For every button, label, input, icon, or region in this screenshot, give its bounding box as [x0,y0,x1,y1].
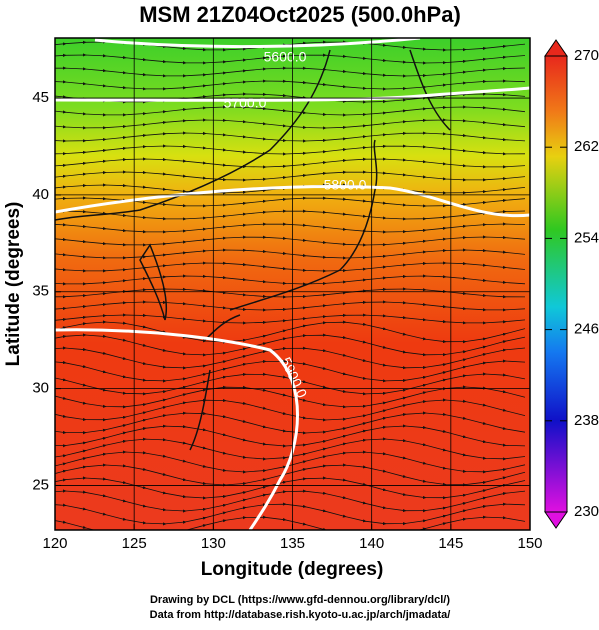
streamline [55,515,526,530]
plot-frame [54,37,531,531]
y-axis-label: Latitude (degrees) [3,202,24,367]
streamline [55,300,526,312]
streamline [55,209,526,221]
x-tick-label: 145 [438,535,463,552]
streamline [55,261,526,273]
x-tick-label: 150 [517,535,542,552]
y-tick-label: 35 [32,283,49,300]
colorbar-top-arrow [544,39,568,57]
colorbar [544,55,568,513]
streamline [55,79,526,91]
streamline [55,157,526,169]
colorbar-tick-label: 230 [574,503,599,520]
streamline [55,222,526,234]
streamline [55,170,526,182]
x-tick-label: 125 [122,535,147,552]
streamline [55,92,526,104]
credit: Data from http://database.rish.kyoto-u.a… [150,609,451,621]
contour-label: 5700.0 [224,95,267,111]
y-tick-label: 25 [32,476,49,493]
streamline [55,248,526,260]
colorbar-tick-label: 262 [574,138,599,155]
contour-label: 5800.0 [324,177,367,193]
colorbar-tick-label: 246 [574,321,599,338]
colorbar-tick-label: 238 [574,412,599,429]
x-axis-label: Longitude (degrees) [201,559,384,580]
title: MSM 21Z04Oct2025 (500.0hPa) [139,2,461,27]
streamline [55,105,526,117]
contour-label: 5600.0 [264,49,307,65]
x-tick-label: 120 [42,535,67,552]
x-tick-label: 135 [280,535,305,552]
contours [55,38,530,530]
streamline [55,66,526,78]
credit: Drawing by DCL (https://www.gfd-dennou.o… [150,594,450,606]
streamline [55,274,526,286]
streamline [55,131,526,143]
y-tick-label: 40 [32,186,49,203]
colorbar-tick-label: 254 [574,229,599,246]
colorbar-bottom-arrow [544,511,568,529]
y-tick-label: 45 [32,89,49,106]
colorbar-tick-label: 270 [574,47,599,64]
x-tick-label: 130 [201,535,226,552]
y-tick-label: 30 [32,380,49,397]
axes: 120 125 130 135 140 145 150 25 30 35 40 45 [32,38,543,552]
streamline [55,53,526,65]
x-tick-label: 140 [359,535,384,552]
streamline [55,118,526,130]
streamline [55,144,526,156]
streamline [55,235,526,247]
coastlines [55,49,451,451]
